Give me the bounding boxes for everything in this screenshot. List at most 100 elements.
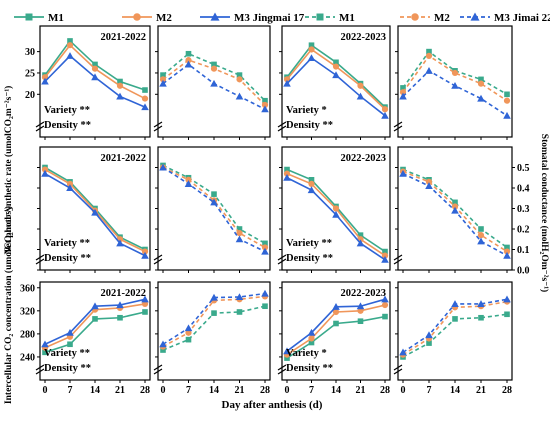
- data-point: [504, 311, 510, 318]
- panel-variety-label: Variety **: [44, 348, 90, 359]
- data-point: [160, 72, 166, 78]
- data-point: [185, 329, 192, 336]
- legend-label: M3 Jimai 22: [494, 12, 550, 24]
- series-line: [402, 54, 508, 102]
- panel: 2022-2023 Variety * Density **: [277, 25, 391, 140]
- panel: 0 7 14 21 28 2022-2023 Variety * Density **: [277, 281, 391, 396]
- data-point: [284, 355, 290, 361]
- data-point: [235, 293, 244, 301]
- data-point: [332, 71, 340, 79]
- data-point: [357, 82, 364, 89]
- x-tick-label: 14: [331, 385, 341, 396]
- panel-season-label: 2022-2023: [341, 153, 387, 164]
- data-point: [42, 349, 48, 356]
- panel-season-label: 2021-2022: [101, 153, 147, 164]
- data-point: [425, 182, 433, 189]
- x-tick-label: 7: [309, 385, 314, 396]
- legend-item: M2: [400, 12, 450, 24]
- data-point: [185, 50, 192, 57]
- data-point: [236, 309, 243, 315]
- data-point: [160, 347, 166, 353]
- legend-label: M3 Jingmai 17: [234, 12, 305, 24]
- data-point: [116, 239, 124, 247]
- data-point: [211, 61, 217, 68]
- panel-season-label: 2022-2023: [341, 288, 387, 299]
- legend-marker: [25, 13, 33, 21]
- panel-variety-label: Variety *: [286, 105, 327, 116]
- data-point: [66, 184, 74, 192]
- data-point: [308, 46, 315, 53]
- x-tick-label: 21: [476, 385, 486, 396]
- axis-break: [393, 121, 403, 132]
- data-point: [452, 199, 458, 206]
- panel: [153, 146, 271, 273]
- axis-break: [153, 121, 163, 132]
- legend-label: M2: [434, 12, 450, 24]
- legend-marker: [316, 13, 324, 21]
- data-point: [426, 48, 432, 55]
- x-tick-label: 7: [427, 385, 432, 396]
- data-point: [184, 60, 193, 68]
- data-point: [308, 42, 315, 49]
- panel-variety-label: Variety **: [286, 238, 332, 249]
- y-tick-label-right: 0.3: [517, 204, 530, 215]
- data-point: [142, 87, 148, 93]
- data-point: [210, 293, 218, 301]
- data-point: [210, 65, 218, 72]
- y-axis-label-top: Net photosynthetic rate (umolCO₂m⁻²s⁻¹): [3, 86, 14, 255]
- data-point: [399, 92, 407, 100]
- data-point: [381, 106, 389, 113]
- series-line: [402, 172, 508, 257]
- data-point: [503, 97, 511, 104]
- data-point: [91, 302, 99, 310]
- axis-break: [35, 364, 45, 375]
- data-point: [66, 42, 74, 49]
- legend-marker: [470, 12, 480, 21]
- data-point: [399, 169, 407, 177]
- panel: 0 7 14 21 28 240 280 320 360 2021-2022 Variety ** D…: [20, 281, 151, 396]
- panel: [393, 25, 513, 140]
- panel-density-label: Density **: [286, 253, 333, 264]
- data-point: [478, 226, 484, 232]
- legend-marker: [411, 13, 419, 21]
- data-point: [41, 169, 49, 177]
- data-point: [91, 65, 99, 72]
- panel: 0.0 0.1 0.2 0.3 0.4 0.5: [393, 146, 530, 277]
- data-point: [159, 79, 167, 87]
- legend-marker: [133, 13, 141, 21]
- data-point: [478, 76, 484, 83]
- data-point: [92, 61, 98, 68]
- data-point: [503, 295, 511, 303]
- data-point: [116, 301, 124, 309]
- y-tick-label: 30: [25, 47, 35, 58]
- data-point: [503, 111, 511, 119]
- data-point: [400, 85, 406, 91]
- data-point: [477, 237, 485, 245]
- data-point: [185, 336, 192, 343]
- axis-break: [35, 121, 45, 132]
- data-point: [332, 302, 340, 310]
- legend-item: M3 Jimai 22: [460, 12, 550, 24]
- legend-label: M2: [156, 12, 172, 24]
- data-point: [236, 72, 243, 78]
- y-axis-label-right: Stomatal conductance (molH₂Om⁻²s⁻¹): [539, 134, 550, 292]
- data-point: [235, 235, 244, 243]
- y-axis-label-bottom: Intercellular CO₂ concentration (umolCO₂…: [3, 206, 14, 404]
- x-tick-label: 0: [285, 385, 290, 396]
- data-point: [41, 166, 49, 173]
- data-point: [308, 335, 315, 342]
- y-tick-label-right: 0.1: [517, 245, 530, 256]
- data-point: [425, 52, 433, 59]
- data-point: [426, 340, 432, 346]
- data-point: [116, 82, 124, 89]
- data-point: [67, 341, 73, 348]
- data-point: [308, 339, 315, 346]
- y-tick-label-right: 0.5: [517, 163, 530, 174]
- x-tick-label: 14: [209, 385, 219, 396]
- data-point: [283, 173, 291, 181]
- data-point: [381, 252, 389, 259]
- y-tick-label-right: 0.2: [517, 225, 530, 236]
- legend-item: M2: [122, 12, 172, 24]
- data-point: [142, 309, 148, 315]
